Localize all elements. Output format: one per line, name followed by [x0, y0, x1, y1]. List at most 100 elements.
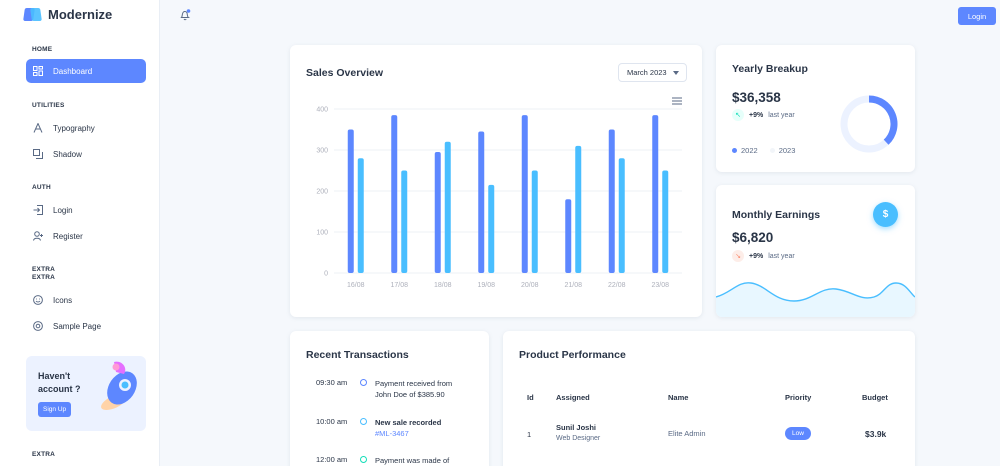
x-tick-label: 23/08 — [651, 282, 669, 289]
bar-2-19-08 — [488, 184, 495, 273]
transaction-link[interactable]: #ML-3467 — [375, 429, 409, 438]
brand[interactable]: Modernize — [23, 6, 113, 22]
legend-dot — [732, 148, 737, 153]
sales-overview-card: Sales Overview March 2023 0 100 200 300 400 1… — [290, 45, 702, 317]
nav-caption-extra: EXTRA — [32, 266, 56, 273]
column-header-assigned: Assigned — [556, 393, 590, 402]
sidebar-item-label: Shadow — [53, 149, 82, 159]
bar-2-22-08 — [618, 158, 625, 273]
legend-label: 2022 — [741, 146, 758, 155]
transaction-item: 09:30 am Payment received from John Doe … — [316, 378, 465, 400]
monthly-trend: ↘ +9% last year — [732, 250, 795, 262]
bar-2-20-08 — [531, 170, 538, 273]
transaction-item: 12:00 am Payment was made of — [316, 455, 465, 466]
x-tick-label: 17/08 — [390, 282, 408, 289]
transaction-time: 09:30 am — [316, 378, 348, 387]
month-select[interactable]: March 2023 — [618, 63, 687, 82]
nav-caption-auth: AUTH — [32, 184, 51, 191]
sidebar-item-login[interactable]: Login — [26, 198, 146, 222]
transaction-text: Payment received from John Doe of $385.9… — [375, 379, 453, 399]
x-tick-label: 20/08 — [521, 282, 539, 289]
sidebar-item-label: Dashboard — [53, 66, 93, 76]
dashboard-icon — [33, 66, 43, 76]
row-assignee: Sunil Joshi — [556, 423, 597, 432]
arrow-up-left-icon: ↖ — [732, 109, 744, 121]
bar-1-17-08 — [391, 115, 398, 274]
x-tick-label: 16/08 — [347, 282, 365, 289]
recent-transactions-card: Recent Transactions 09:30 am Payment rec… — [290, 331, 489, 466]
sidebar-item-typography[interactable]: Typography — [26, 116, 146, 140]
monthly-change-label: last year — [768, 252, 795, 260]
bar-1-19-08 — [478, 131, 485, 273]
bar-1-16-08 — [347, 129, 354, 273]
signup-button[interactable]: Sign Up — [38, 402, 72, 417]
bar-1-20-08 — [521, 115, 528, 274]
sales-bar-chart: 0 100 200 300 400 16/08 17/08 18/08 19/08 20/08 21… — [316, 107, 682, 289]
bar-1-18-08 — [434, 152, 441, 273]
month-select-value: March 2023 — [627, 68, 667, 77]
login-icon — [33, 205, 43, 215]
sidebar-item-label: Icons — [53, 295, 73, 305]
sidebar-item-label: Register — [53, 231, 83, 241]
rocket-illustration-icon — [101, 361, 137, 411]
timeline-dot — [360, 379, 367, 386]
priority-badge: Low — [785, 427, 811, 440]
y-tick-label: 400 — [316, 107, 328, 114]
x-tick-label: 19/08 — [477, 282, 495, 289]
sidebar-item-shadow[interactable]: Shadow — [26, 142, 146, 166]
bar-2-18-08 — [444, 141, 451, 273]
monthly-earnings-sparkline — [716, 282, 915, 317]
sidebar-item-icons[interactable]: Icons — [26, 288, 146, 312]
yearly-amount: $36,358 — [732, 90, 781, 105]
legend-item-2022: 2022 — [732, 146, 758, 155]
arrow-down-right-icon: ↘ — [732, 250, 744, 262]
column-header-budget: Budget — [862, 393, 888, 402]
y-tick-label: 300 — [316, 148, 328, 155]
x-tick-label: 22/08 — [608, 282, 626, 289]
yearly-legend: 2022 2023 — [732, 146, 795, 155]
typography-icon — [33, 123, 43, 133]
y-tick-label: 0 — [324, 271, 328, 278]
bar-1-21-08 — [565, 199, 572, 273]
sidebar-item-register[interactable]: Register — [26, 224, 146, 248]
legend-item-2023: 2023 — [769, 146, 795, 155]
nav-caption-extra-bottom: EXTRA — [32, 451, 56, 458]
yearly-change-label: last year — [768, 111, 795, 119]
sidebar-item-label: Login — [53, 205, 73, 215]
yearly-breakup-card: Yearly Breakup $36,358 ↖ +9% last year 2… — [716, 45, 915, 172]
transaction-time: 12:00 am — [316, 455, 348, 464]
column-header-id: Id — [527, 393, 534, 402]
shadow-icon — [33, 149, 43, 159]
sidebar-item-label: Typography — [53, 123, 95, 133]
column-header-name: Name — [668, 393, 689, 402]
recent-transactions-title: Recent Transactions — [306, 349, 409, 361]
sidebar-item-label: Sample Page — [53, 321, 102, 331]
transaction-text: Payment was made of — [375, 456, 450, 465]
monthly-change: +9% — [749, 252, 764, 260]
x-tick-label: 21/08 — [564, 282, 582, 289]
bell-icon[interactable] — [179, 9, 191, 21]
transaction-desc: New sale recorded #ML-3467 — [375, 417, 465, 439]
chart-menu-icon[interactable] — [672, 97, 682, 105]
timeline-dot — [360, 418, 367, 425]
user-plus-icon — [33, 231, 43, 241]
transaction-time: 10:00 am — [316, 417, 348, 426]
brand-name: Modernize — [48, 6, 113, 22]
transaction-item: 10:00 am New sale recorded #ML-3467 — [316, 417, 465, 439]
row-role: Web Designer — [556, 435, 601, 442]
bar-2-23-08 — [662, 170, 669, 273]
login-button[interactable]: Login — [958, 7, 996, 25]
currency-dollar-icon: $ — [873, 202, 898, 227]
yearly-donut-chart — [840, 95, 898, 153]
chevron-down-icon — [672, 70, 679, 75]
yearly-change: +9% — [749, 111, 764, 119]
bar-2-16-08 — [357, 158, 364, 273]
sidebar-item-sample-page[interactable]: Sample Page — [26, 314, 146, 338]
row-product-name: Elite Admin — [668, 429, 706, 438]
product-performance-card: Product Performance Id Assigned Name Pri… — [503, 331, 915, 466]
mood-smile-icon — [33, 295, 43, 305]
row-budget: $3.9k — [865, 429, 887, 439]
brand-logo-icon — [23, 6, 42, 22]
product-performance-title: Product Performance — [519, 349, 626, 361]
sidebar-item-dashboard[interactable]: Dashboard — [26, 59, 146, 83]
